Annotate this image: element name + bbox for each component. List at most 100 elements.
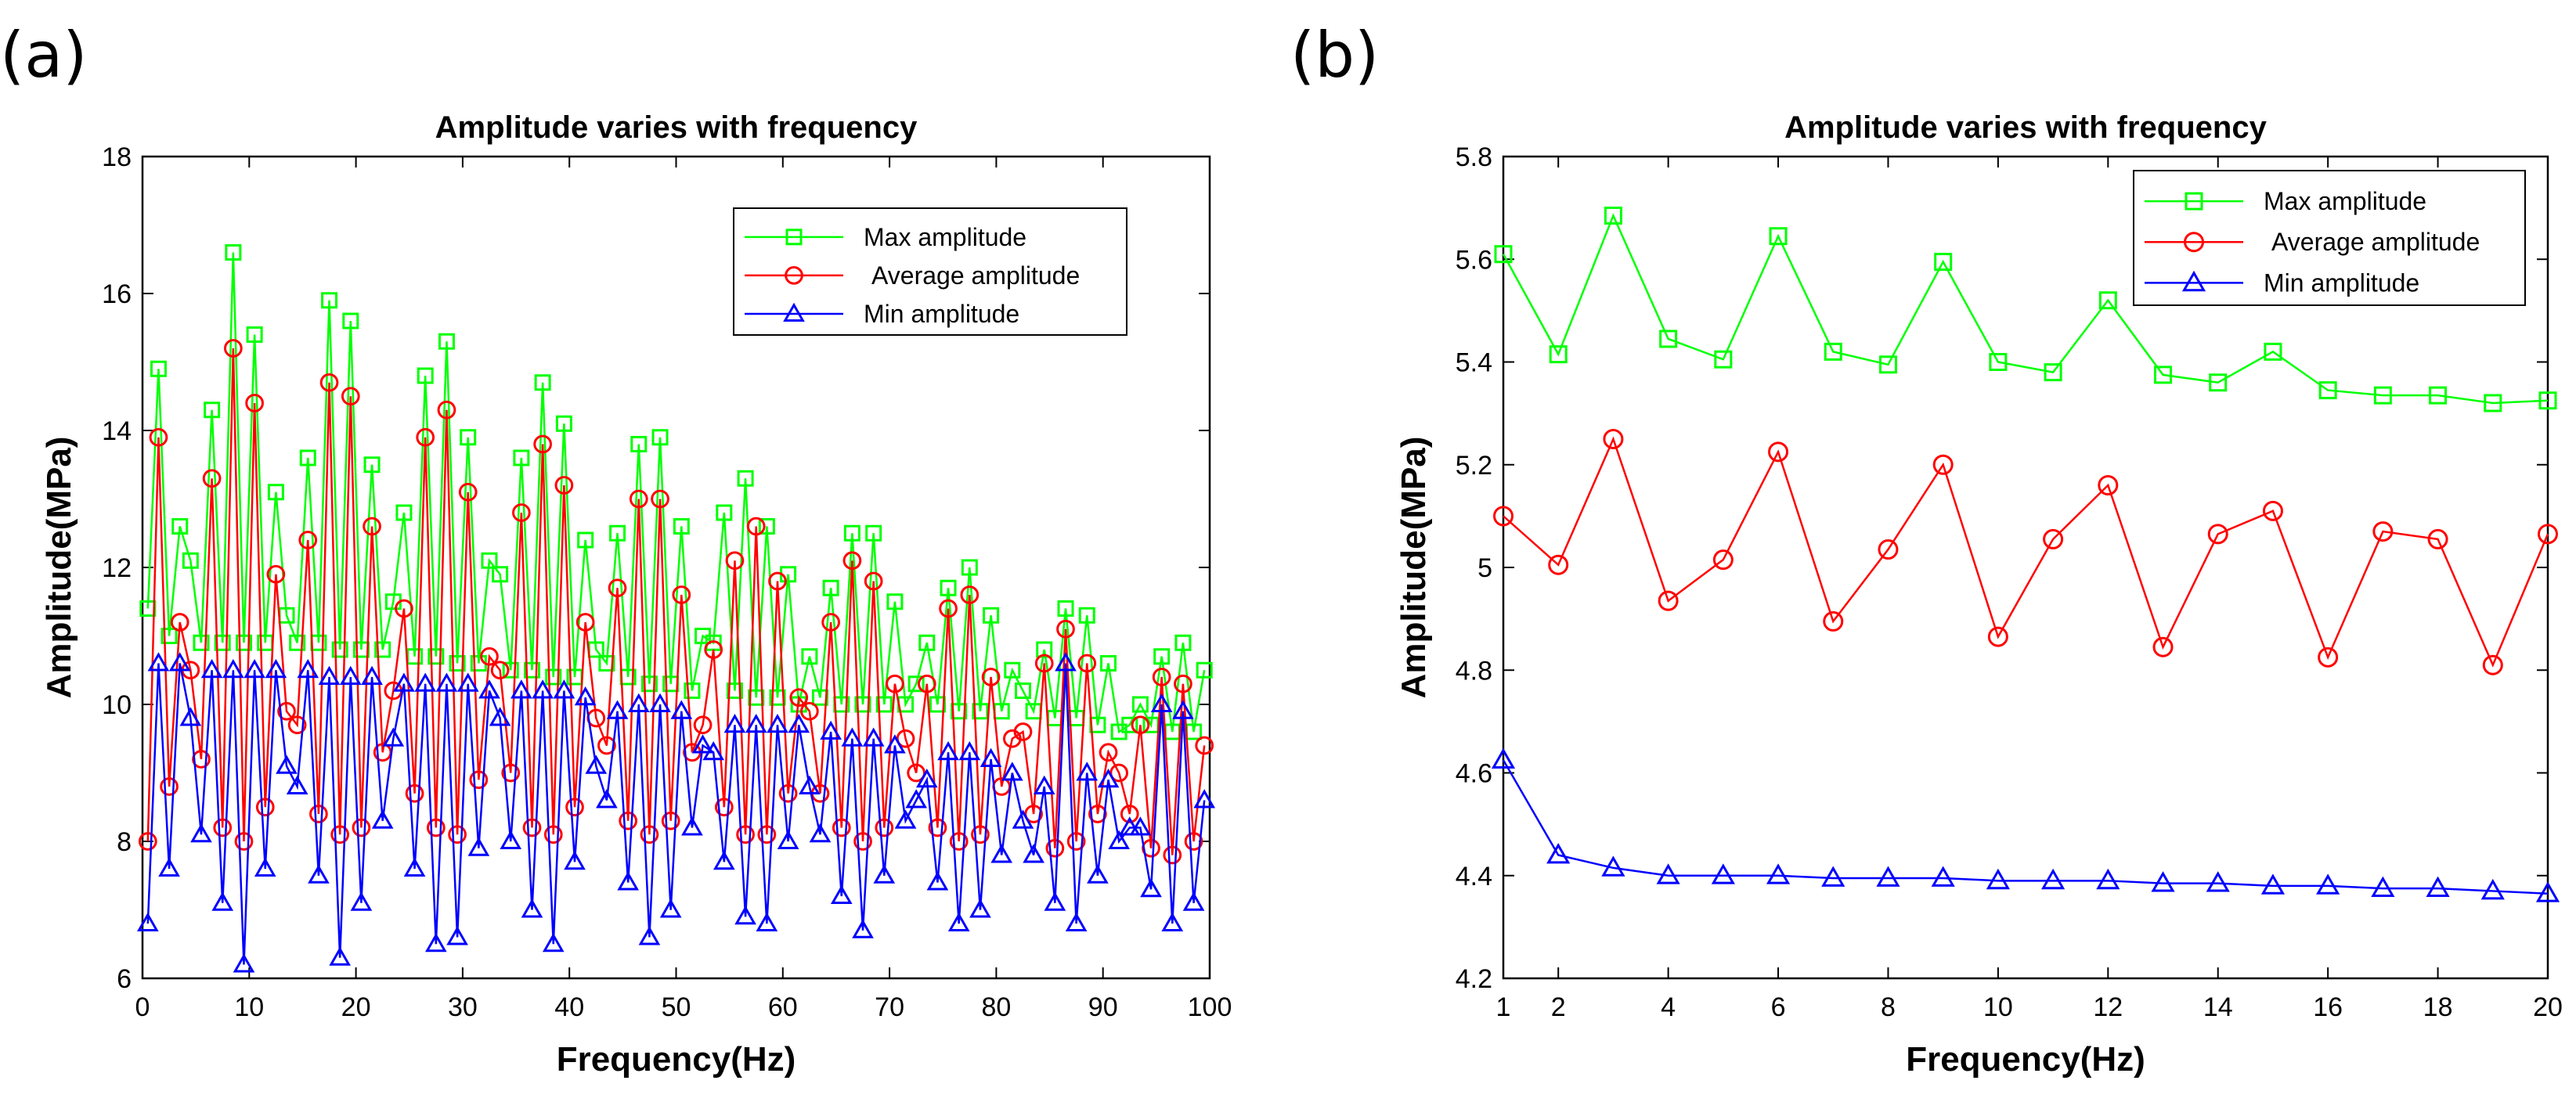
data-point (640, 825, 659, 845)
data-point (460, 429, 477, 446)
data-point (1934, 253, 1953, 272)
data-point (693, 715, 713, 735)
y-tick-label-b: 5 (1477, 553, 1492, 583)
data-point (884, 734, 906, 754)
data-point (147, 652, 170, 672)
data-point (330, 825, 350, 845)
data-point (374, 641, 391, 658)
data-point (940, 579, 957, 596)
data-point (1714, 350, 1733, 369)
data-point (545, 668, 562, 686)
data-point (2260, 873, 2286, 895)
data-point (574, 686, 597, 706)
data-point (597, 736, 616, 755)
data-point (629, 489, 648, 509)
data-point (204, 402, 221, 419)
data-point (1656, 863, 1680, 884)
data-point (565, 798, 584, 817)
data-point (1768, 441, 1789, 463)
data-point (1109, 763, 1128, 783)
data-point (1174, 634, 1192, 651)
data-point (245, 394, 264, 412)
data-point (179, 707, 202, 726)
data-point (150, 360, 167, 377)
data-point (862, 727, 885, 747)
data-point (2096, 868, 2120, 890)
data-point (158, 857, 180, 877)
series-line (1502, 213, 2549, 405)
data-point (820, 720, 842, 740)
data-point (1987, 626, 2008, 647)
series-line (1503, 436, 2549, 668)
data-point (575, 613, 595, 632)
data-point (971, 825, 990, 845)
data-point (319, 373, 339, 392)
chart-title-b: Amplitude varies with frequency (1784, 110, 2267, 145)
data-point (769, 689, 786, 706)
data-point (1077, 654, 1097, 673)
y-tick-label-b: 4.6 (1456, 759, 1492, 789)
data-point (555, 415, 572, 432)
data-point (748, 689, 765, 706)
data-point (331, 641, 348, 658)
data-point (670, 700, 693, 719)
data-point (1878, 355, 1897, 374)
data-point (2098, 475, 2119, 495)
data-point (277, 701, 296, 721)
data-point (244, 658, 265, 679)
data-point (585, 754, 608, 774)
data-point (224, 339, 243, 358)
y-tick-label-b: 4.2 (1456, 964, 1492, 994)
data-point (756, 912, 778, 931)
data-point (395, 504, 413, 521)
data-point (160, 777, 179, 796)
data-point (778, 783, 798, 803)
panel-label-a: (a) (0, 19, 87, 92)
data-point (1099, 743, 1118, 762)
data-point (640, 675, 658, 693)
data-point (426, 818, 446, 837)
data-point (875, 818, 894, 837)
data-point (1013, 722, 1033, 741)
data-point (309, 805, 328, 823)
data-point (691, 734, 714, 754)
data-point (2151, 871, 2175, 892)
data-point (1065, 912, 1088, 931)
x-tick-label-a: 90 (1088, 992, 1118, 1022)
data-point (617, 871, 639, 891)
data-point (937, 740, 959, 761)
x-tick-label-b: 2 (1551, 992, 1566, 1022)
x-tick-label-b: 4 (1661, 992, 1676, 1022)
data-point (225, 244, 242, 261)
data-point (287, 715, 307, 735)
data-point (917, 674, 936, 693)
data-point (1931, 866, 1955, 887)
data-point (947, 912, 970, 931)
data-point (289, 634, 306, 651)
data-point (1076, 762, 1099, 781)
data-point (1823, 610, 1844, 632)
data-point (481, 552, 498, 569)
data-point (233, 953, 255, 973)
data-point (843, 524, 860, 542)
data-point (523, 661, 540, 679)
data-point (138, 832, 157, 851)
x-tick-label-b: 20 (2533, 992, 2563, 1022)
y-tick-label-a: 18 (102, 142, 132, 172)
x-tick-label-b: 14 (2203, 992, 2233, 1022)
series-min-amplitude-a (136, 652, 1216, 973)
data-point (1196, 661, 1213, 679)
data-point (1932, 454, 1954, 475)
data-point (1153, 648, 1171, 665)
y-tick-label-a: 16 (102, 279, 132, 309)
x-tick-label-a: 60 (768, 992, 798, 1022)
data-point (821, 613, 840, 632)
x-axis-label-a: Frequency(Hz) (557, 1040, 796, 1079)
data-point (2044, 363, 2062, 382)
data-point (1493, 506, 1513, 527)
data-point (1023, 844, 1044, 863)
data-point (949, 832, 969, 851)
legend-label: Max amplitude (2264, 187, 2426, 215)
data-point (758, 518, 775, 535)
data-point (1129, 816, 1152, 836)
